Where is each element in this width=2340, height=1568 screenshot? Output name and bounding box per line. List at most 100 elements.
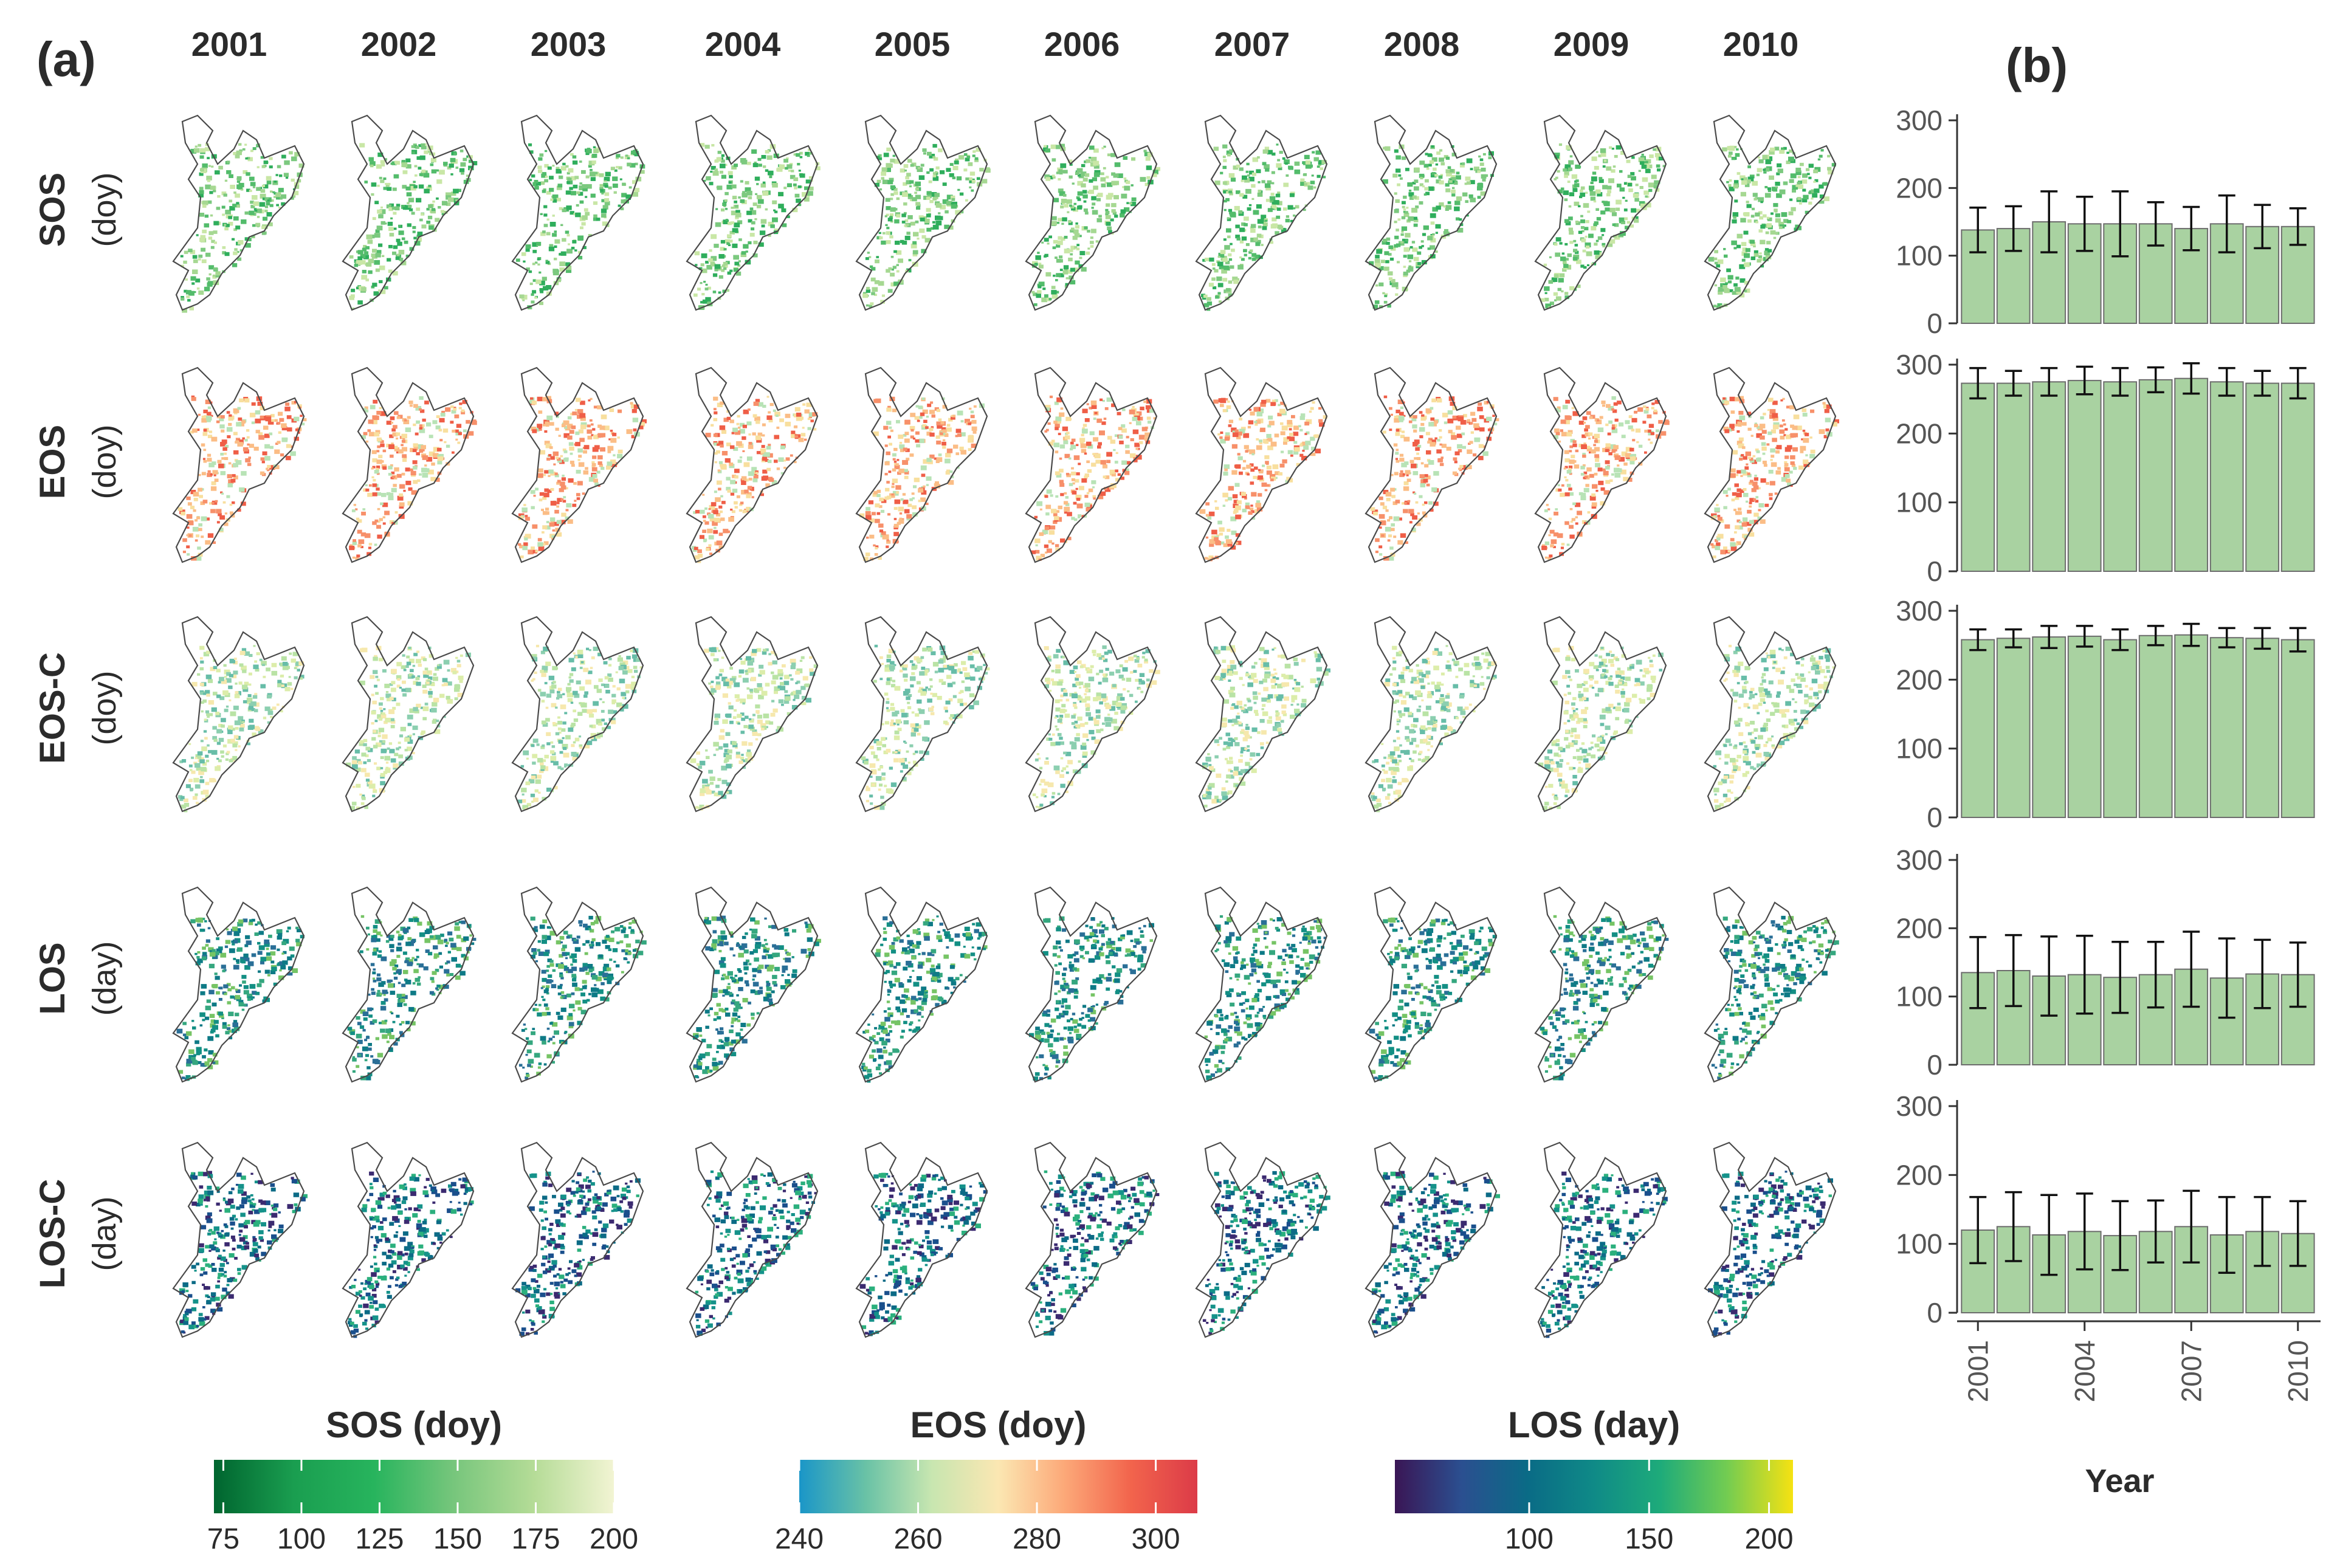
map-pixel [1560, 429, 1563, 432]
map-pixel [599, 425, 605, 430]
map-pixel [968, 438, 973, 443]
map-pixel [1600, 501, 1606, 506]
map-pixel [1590, 181, 1594, 184]
map-pixel [380, 411, 387, 416]
map-pixel [906, 517, 910, 521]
map-pixel [932, 224, 939, 230]
map-pixel [1660, 431, 1667, 436]
map-pixel [1634, 216, 1639, 219]
map-pixel [721, 269, 725, 272]
map-pixel [1788, 211, 1794, 216]
map-pixel [712, 521, 718, 526]
map-pixel [985, 168, 991, 173]
map-pixel [284, 407, 291, 411]
map-pixel [1564, 174, 1568, 178]
map-pixel [1405, 239, 1409, 242]
map-pixel [742, 436, 746, 440]
map-pixel [1819, 154, 1823, 158]
map-pixel [420, 409, 425, 413]
map-pixel [211, 501, 215, 504]
map-pixel [294, 185, 300, 189]
map-pixel [1420, 416, 1426, 421]
map-pixel [632, 191, 638, 197]
map-pixel [260, 193, 266, 199]
map-pixel [590, 177, 596, 181]
map-pixel [193, 291, 196, 294]
map-pixel [199, 213, 205, 217]
map-pixel [890, 282, 896, 287]
map-pixel [1408, 267, 1414, 272]
map-pixel [934, 157, 938, 161]
map-pixel [392, 271, 398, 276]
map-pixel [1558, 278, 1564, 283]
map-pixel [728, 517, 734, 522]
map-pixel [1559, 242, 1563, 245]
map-pixel [875, 547, 878, 549]
map-pixel [1809, 190, 1812, 193]
map-pixel [599, 187, 604, 191]
map-pixel [561, 424, 566, 427]
map-pixel [570, 461, 574, 464]
map-pixel [902, 192, 908, 197]
map-pixel [550, 488, 554, 491]
map-pixel [1417, 251, 1422, 255]
map-pixel [1564, 450, 1569, 455]
map-pixel [1061, 222, 1064, 225]
map-pixel [184, 250, 188, 254]
map-pixel [1600, 487, 1605, 491]
map-pixel [398, 250, 405, 255]
map-pixel [922, 148, 927, 152]
map-pixel [199, 237, 205, 242]
map-pixel [1223, 208, 1227, 211]
map-pixel [220, 453, 224, 456]
region-outline [172, 366, 305, 563]
map-pixel [543, 286, 549, 291]
map-pixel [239, 249, 243, 252]
map-pixel [754, 161, 757, 164]
map-pixel [1106, 194, 1112, 200]
map-pixel [898, 519, 904, 524]
map-pixel [1285, 174, 1289, 177]
map-pixel [421, 213, 424, 216]
map-pixel [560, 224, 563, 226]
map-pixel [569, 430, 574, 434]
map-pixel [1305, 160, 1311, 165]
map-eos-2005 [855, 366, 988, 563]
map-pixel [1421, 245, 1424, 247]
map-pixel [1602, 201, 1605, 203]
map-pixel [1662, 165, 1666, 168]
map-pixel [1767, 187, 1772, 190]
map-pixel [578, 455, 582, 458]
map-pixel [1215, 540, 1221, 546]
map-pixel [770, 224, 775, 229]
map-pixel [1267, 180, 1272, 184]
map-pixel [1044, 495, 1048, 498]
map-pixel [1295, 205, 1299, 208]
map-pixel [1249, 170, 1254, 175]
map-pixel [1789, 198, 1793, 201]
map-pixel [726, 184, 733, 190]
map-pixel [1635, 184, 1639, 187]
map-pixel [236, 202, 239, 205]
map-pixel [923, 485, 926, 488]
map-pixel [1104, 182, 1107, 184]
map-pixel [1212, 267, 1216, 270]
row-label: EOS-C [33, 652, 72, 764]
map-pixel [1055, 256, 1058, 259]
map-pixel [566, 181, 570, 184]
map-pixel [1734, 199, 1738, 203]
map-pixel [1232, 432, 1239, 438]
map-pixel [1315, 150, 1321, 155]
map-pixel [374, 519, 379, 523]
map-pixel [1044, 544, 1049, 548]
map-pixel [1714, 284, 1718, 287]
map-pixel [1287, 205, 1293, 210]
map-pixel [1051, 221, 1057, 226]
map-pixel [592, 455, 597, 459]
map-pixel [1395, 449, 1399, 452]
map-pixel [734, 163, 738, 167]
map-pixel [531, 427, 536, 431]
map-pixel [719, 425, 726, 430]
map-pixel [413, 423, 416, 427]
map-pixel [1594, 166, 1599, 170]
